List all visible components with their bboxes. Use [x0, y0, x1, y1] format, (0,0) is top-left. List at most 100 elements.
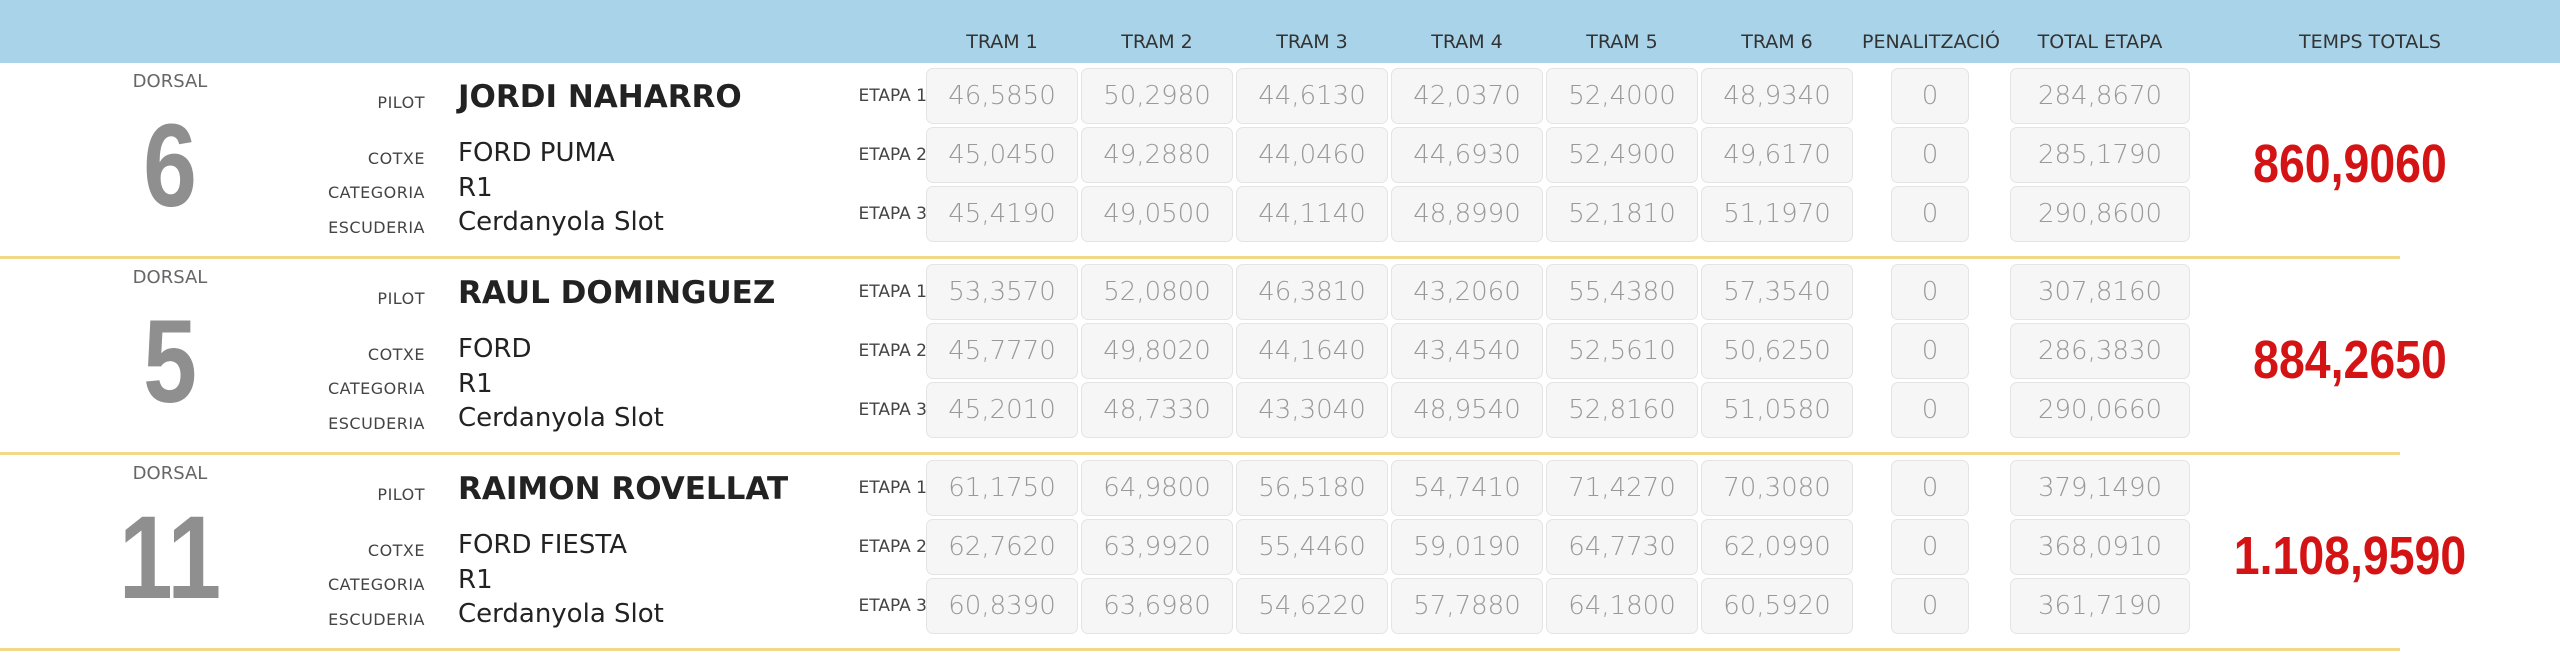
pilot-name: JORDI NAHARRO — [458, 79, 742, 115]
etapa-label: ETAPA 2 — [858, 341, 927, 361]
tram-time-cell: 55,4460 — [1236, 519, 1388, 575]
categoria-label: CATEGORIA — [327, 575, 425, 594]
tram-time-cell: 64,1800 — [1546, 578, 1698, 634]
tram-time-cell: 55,4380 — [1546, 264, 1698, 320]
entry-separator — [0, 256, 2400, 259]
tram-time-cell: 52,1810 — [1546, 186, 1698, 242]
tram-time-cell: 46,5850 — [926, 68, 1078, 124]
header-tram-6: TRAM 6 — [1741, 31, 1813, 53]
penalitzacio-cell: 0 — [1891, 323, 1969, 379]
total-etapa-cell: 286,3830 — [2010, 323, 2190, 379]
dorsal-label: DORSAL — [132, 463, 208, 484]
tram-time-cell: 62,0990 — [1701, 519, 1853, 575]
tram-time-cell: 59,0190 — [1391, 519, 1543, 575]
tram-time-cell: 48,9540 — [1391, 382, 1543, 438]
header-total-etapa: TOTAL ETAPA — [2037, 31, 2163, 53]
tram-time-cell: 49,6170 — [1701, 127, 1853, 183]
pilot-label: PILOT — [377, 289, 425, 308]
cotxe-label: COTXE — [367, 541, 425, 560]
etapa-label: ETAPA 3 — [858, 204, 927, 224]
tram-time-cell: 57,7880 — [1391, 578, 1543, 634]
header-penalitzacio: PENALITZACIÓ — [1862, 31, 2000, 53]
tram-time-cell: 44,6930 — [1391, 127, 1543, 183]
entry-block: DORSAL 5 PILOT RAUL DOMINGUEZ COTXE FORD CATEG… — [0, 259, 2560, 455]
etapa-label: ETAPA 1 — [858, 282, 927, 302]
penalitzacio-cell: 0 — [1891, 578, 1969, 634]
escuderia-value: Cerdanyola Slot — [458, 207, 664, 237]
tram-time-cell: 50,6250 — [1701, 323, 1853, 379]
header-tram-3: TRAM 3 — [1276, 31, 1348, 53]
escuderia-label: ESCUDERIA — [328, 610, 425, 629]
tram-time-cell: 43,3040 — [1236, 382, 1388, 438]
tram-time-cell: 54,7410 — [1391, 460, 1543, 516]
cotxe-label: COTXE — [367, 345, 425, 364]
tram-time-cell: 62,7620 — [926, 519, 1078, 575]
penalitzacio-cell: 0 — [1891, 68, 1969, 124]
tram-time-cell: 51,0580 — [1701, 382, 1853, 438]
header-temps-totals: TEMPS TOTALS — [2299, 31, 2441, 53]
tram-time-cell: 60,8390 — [926, 578, 1078, 634]
categoria-label: CATEGORIA — [327, 379, 425, 398]
entry-separator — [0, 648, 2400, 651]
tram-time-cell: 44,1640 — [1236, 323, 1388, 379]
dorsal-number: 5 — [143, 296, 197, 428]
etapa-label: ETAPA 1 — [858, 86, 927, 106]
tram-time-cell: 64,9800 — [1081, 460, 1233, 516]
escuderia-label: ESCUDERIA — [328, 218, 425, 237]
results-header: TRAM 1 TRAM 2 TRAM 3 TRAM 4 TRAM 5 TRAM … — [0, 0, 2560, 63]
tram-time-cell: 46,3810 — [1236, 264, 1388, 320]
etapa-label: ETAPA 3 — [858, 400, 927, 420]
categoria-value: R1 — [458, 369, 493, 399]
cotxe-value: FORD PUMA — [458, 138, 615, 168]
tram-time-cell: 43,2060 — [1391, 264, 1543, 320]
escuderia-value: Cerdanyola Slot — [458, 599, 664, 629]
tram-time-cell: 44,0460 — [1236, 127, 1388, 183]
total-etapa-cell: 285,1790 — [2010, 127, 2190, 183]
dorsal-number: 11 — [118, 492, 222, 624]
entry-block: DORSAL 11 PILOT RAIMON ROVELLAT COTXE FORD FI… — [0, 455, 2560, 651]
penalitzacio-cell: 0 — [1891, 382, 1969, 438]
dorsal-label: DORSAL — [132, 267, 208, 288]
tram-time-cell: 70,3080 — [1701, 460, 1853, 516]
tram-time-cell: 50,2980 — [1081, 68, 1233, 124]
categoria-value: R1 — [458, 565, 493, 595]
etapa-label: ETAPA 3 — [858, 596, 927, 616]
cotxe-value: FORD — [458, 334, 532, 364]
tram-time-cell: 45,0450 — [926, 127, 1078, 183]
tram-time-cell: 64,7730 — [1546, 519, 1698, 575]
tram-time-cell: 60,5920 — [1701, 578, 1853, 634]
tram-time-cell: 52,4000 — [1546, 68, 1698, 124]
header-tram-5: TRAM 5 — [1586, 31, 1658, 53]
tram-time-cell: 52,0800 — [1081, 264, 1233, 320]
penalitzacio-cell: 0 — [1891, 186, 1969, 242]
escuderia-label: ESCUDERIA — [328, 414, 425, 433]
etapa-label: ETAPA 1 — [858, 478, 927, 498]
tram-time-cell: 52,4900 — [1546, 127, 1698, 183]
tram-time-cell: 45,2010 — [926, 382, 1078, 438]
total-etapa-cell: 368,0910 — [2010, 519, 2190, 575]
categoria-value: R1 — [458, 173, 493, 203]
tram-time-cell: 49,0500 — [1081, 186, 1233, 242]
etapa-label: ETAPA 2 — [858, 537, 927, 557]
escuderia-value: Cerdanyola Slot — [458, 403, 664, 433]
total-etapa-cell: 379,1490 — [2010, 460, 2190, 516]
tram-time-cell: 43,4540 — [1391, 323, 1543, 379]
header-tram-4: TRAM 4 — [1431, 31, 1503, 53]
tram-time-cell: 63,6980 — [1081, 578, 1233, 634]
cotxe-value: FORD FIESTA — [458, 530, 627, 560]
header-tram-1: TRAM 1 — [966, 31, 1038, 53]
temps-total: 884,2650 — [2253, 330, 2447, 390]
tram-time-cell: 57,3540 — [1701, 264, 1853, 320]
total-etapa-cell: 290,8600 — [2010, 186, 2190, 242]
tram-time-cell: 61,1750 — [926, 460, 1078, 516]
total-etapa-cell: 284,8670 — [2010, 68, 2190, 124]
tram-time-cell: 44,1140 — [1236, 186, 1388, 242]
pilot-name: RAUL DOMINGUEZ — [458, 275, 776, 311]
tram-time-cell: 49,2880 — [1081, 127, 1233, 183]
tram-time-cell: 71,4270 — [1546, 460, 1698, 516]
header-tram-2: TRAM 2 — [1121, 31, 1193, 53]
temps-total: 1.108,9590 — [2233, 526, 2467, 586]
penalitzacio-cell: 0 — [1891, 264, 1969, 320]
dorsal-label: DORSAL — [132, 71, 208, 92]
total-etapa-cell: 361,7190 — [2010, 578, 2190, 634]
